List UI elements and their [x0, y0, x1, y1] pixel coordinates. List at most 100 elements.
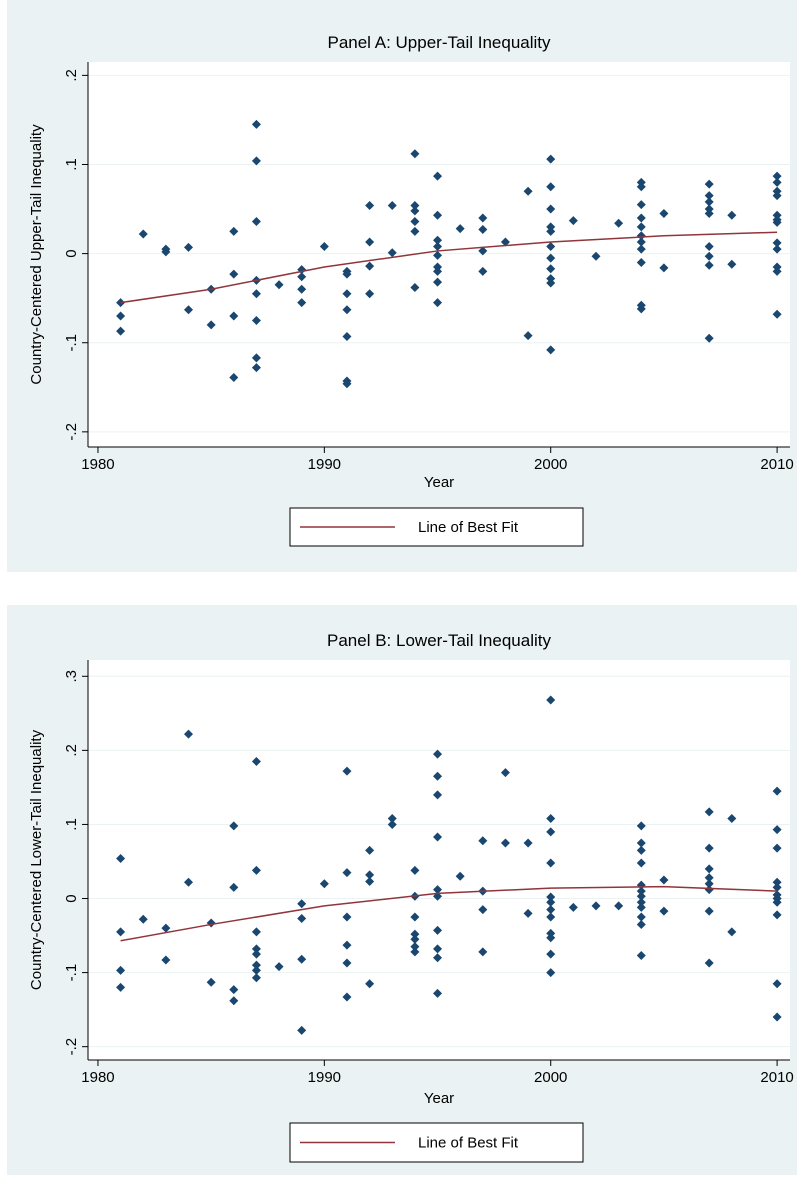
data-point [433, 944, 443, 954]
data-point [636, 886, 646, 896]
data-point [636, 200, 646, 210]
data-point [704, 241, 714, 251]
data-point [500, 838, 510, 848]
data-point [116, 965, 126, 975]
data-point [184, 242, 194, 252]
data-point [433, 925, 443, 935]
data-point [342, 331, 352, 341]
data-point [704, 191, 714, 201]
data-point [546, 858, 556, 868]
data-point [161, 923, 171, 933]
data-point [636, 912, 646, 922]
data-point [297, 272, 307, 282]
data-point [546, 226, 556, 236]
legend-label: Line of Best Fit [418, 519, 519, 536]
data-point [591, 901, 601, 911]
data-point [546, 154, 556, 164]
data-point [500, 768, 510, 778]
legend-label: Line of Best Fit [418, 1135, 519, 1152]
x-tick-label: 1980 [81, 1069, 114, 1086]
data-point [229, 985, 239, 995]
data-point [251, 363, 261, 373]
x-tick-label: 2010 [760, 1069, 793, 1086]
data-point [546, 827, 556, 837]
data-point [772, 238, 782, 248]
data-point [433, 235, 443, 245]
data-point [546, 933, 556, 943]
data-point [500, 237, 510, 247]
data-point [636, 951, 646, 961]
y-tick-label: .1 [63, 158, 80, 171]
x-axis-title: Year [424, 474, 454, 491]
data-point [433, 771, 443, 781]
data-point [636, 244, 646, 254]
data-point [410, 149, 420, 159]
data-point [546, 182, 556, 192]
chart-title: Panel B: Lower-Tail Inequality [327, 631, 551, 650]
data-point [433, 250, 443, 260]
data-point [546, 204, 556, 214]
data-point [342, 269, 352, 279]
data-point [229, 269, 239, 279]
data-point [546, 905, 556, 915]
data-point [546, 345, 556, 355]
data-point [636, 845, 646, 855]
data-point [410, 947, 420, 957]
data-point [365, 289, 375, 299]
data-point [229, 372, 239, 382]
data-point [704, 873, 714, 883]
x-tick-label: 1990 [308, 1069, 341, 1086]
data-point [704, 807, 714, 817]
data-point [704, 906, 714, 916]
data-point [433, 241, 443, 251]
y-tick-label: 0 [63, 249, 80, 257]
data-point [138, 229, 148, 239]
y-axis-title: Country-Centered Upper-Tail Inequality [28, 124, 45, 385]
data-point [184, 305, 194, 315]
data-point [433, 749, 443, 759]
data-point [772, 171, 782, 181]
data-point [636, 237, 646, 247]
data-point [251, 949, 261, 959]
data-point [229, 882, 239, 892]
data-point [659, 875, 669, 885]
data-point [116, 982, 126, 992]
data-point [297, 899, 307, 909]
y-tick-label: .2 [63, 744, 80, 757]
y-tick-label: -.1 [63, 964, 80, 982]
x-tick-label: 2010 [760, 456, 793, 473]
data-point [297, 284, 307, 294]
data-point [659, 209, 669, 219]
data-point [410, 200, 420, 210]
data-point [636, 902, 646, 912]
fit-line [120, 885, 778, 942]
data-point [251, 756, 261, 766]
data-point [478, 266, 488, 276]
data-point [546, 241, 556, 251]
data-point [772, 910, 782, 920]
data-point [772, 897, 782, 907]
chart-title: Panel A: Upper-Tail Inequality [327, 33, 551, 52]
data-point [636, 891, 646, 901]
data-point [251, 156, 261, 166]
data-point [478, 836, 488, 846]
data-point [138, 914, 148, 924]
data-point [546, 912, 556, 922]
data-point [342, 992, 352, 1002]
data-point [772, 266, 782, 276]
data-point [704, 958, 714, 968]
y-tick-label: .1 [63, 818, 80, 831]
data-point [433, 953, 443, 963]
data-point [206, 977, 216, 987]
data-point [772, 979, 782, 989]
data-point [410, 929, 420, 939]
data-point [636, 231, 646, 241]
x-tick-label: 1980 [81, 456, 114, 473]
data-point [319, 241, 329, 251]
data-point [342, 379, 352, 389]
data-point [568, 216, 578, 226]
x-axis-title: Year [424, 1090, 454, 1107]
data-point [546, 264, 556, 274]
data-point [342, 958, 352, 968]
data-point [704, 260, 714, 270]
